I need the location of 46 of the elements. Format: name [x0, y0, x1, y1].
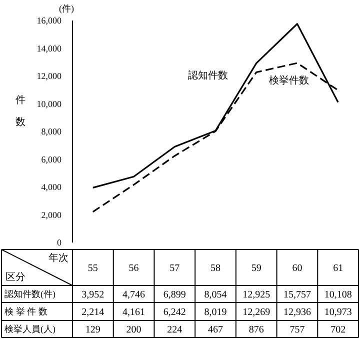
text: 224 — [167, 324, 182, 336]
y-axis-title: 件数 — [16, 95, 26, 128]
text: 876 — [248, 324, 264, 336]
text: 757 — [290, 324, 305, 336]
x-tick-label: 56 — [128, 263, 139, 274]
text: 検 挙 件 数 — [4, 306, 48, 316]
data-label: 12,925 — [242, 290, 270, 300]
data-label: 15,757 — [283, 290, 311, 300]
data-label: 8,054 — [204, 290, 227, 300]
text: 129 — [85, 324, 100, 336]
x-tick-label: 59 — [251, 263, 262, 274]
text: 認知件数(件) — [4, 289, 56, 299]
y-tick-label: 12,000 — [36, 71, 62, 81]
data-label: 6,242 — [163, 307, 186, 318]
data-label: 4,746 — [122, 290, 146, 300]
data-label: 12,936 — [283, 307, 311, 318]
y-tick-label: 4,000 — [41, 182, 62, 192]
data-label: 2,214 — [82, 307, 104, 318]
series-label: 検挙件数 — [269, 74, 310, 87]
text: (件) — [59, 4, 74, 14]
y-tick-label: 6,000 — [41, 154, 62, 164]
data-label: 10,973 — [324, 307, 352, 318]
data-label: 12,269 — [242, 307, 270, 318]
text: 検挙人員(人) — [4, 324, 56, 334]
x-axis-title: 年次 — [48, 252, 68, 264]
text: 467 — [208, 324, 223, 336]
y-tick-label: 10,000 — [36, 98, 62, 109]
y-tick-label: 8,000 — [41, 126, 62, 136]
y-tick-label: 14,000 — [36, 43, 62, 54]
text: 区分 — [6, 271, 26, 283]
x-tick-label: 55 — [88, 263, 98, 274]
x-tick-label: 57 — [170, 263, 180, 274]
x-tick-label: 60 — [292, 263, 302, 274]
y-tick-label: 16,000 — [36, 16, 62, 26]
data-label: 4,161 — [122, 307, 146, 318]
data-label: 10,108 — [324, 290, 352, 300]
x-tick-label: 61 — [333, 263, 344, 274]
data-label: 3,952 — [82, 290, 104, 300]
text: 200 — [126, 324, 142, 336]
x-tick-label: 58 — [210, 263, 220, 274]
text: 702 — [330, 324, 346, 336]
y-tick-label: 2,000 — [41, 210, 62, 220]
data-label: 6,899 — [163, 290, 186, 300]
series-label: 認知件数 — [188, 70, 228, 82]
y-tick-label: 0 — [57, 238, 62, 248]
data-label: 8,019 — [204, 307, 227, 318]
